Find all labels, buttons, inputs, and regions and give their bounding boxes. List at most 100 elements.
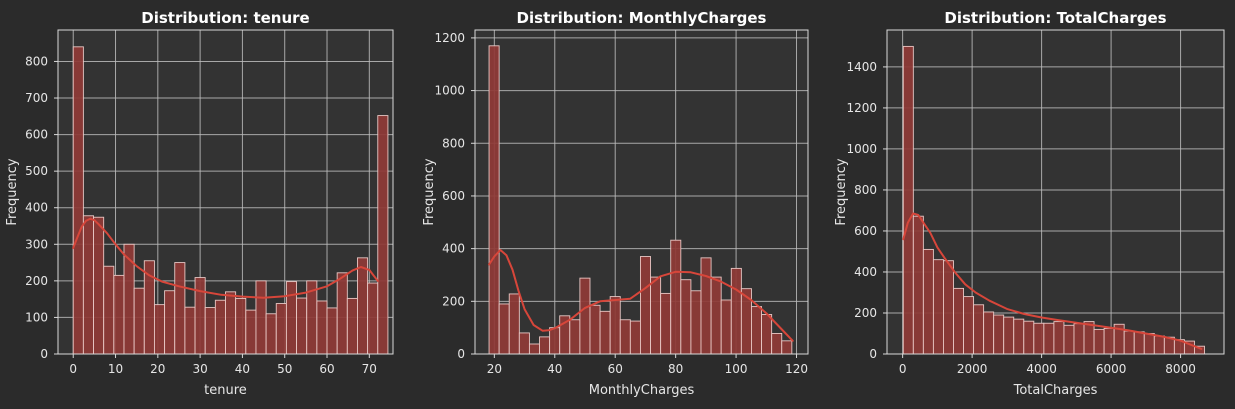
y-tick-label-tenure-6: 600 xyxy=(25,128,48,142)
bar-monthlycharges-1 xyxy=(498,303,510,355)
bar-monthlycharges-22 xyxy=(710,276,722,355)
bar-monthlycharges-23 xyxy=(720,299,732,355)
bar-totalcharges-8 xyxy=(983,311,995,355)
bar-tenure-0 xyxy=(72,46,84,355)
x-tick-label-monthlycharges-3: 80 xyxy=(668,362,683,376)
y-tick-label-tenure-1: 100 xyxy=(25,310,48,324)
y-tick-label-totalcharges-1: 200 xyxy=(854,306,877,320)
y-tick-label-totalcharges-2: 400 xyxy=(854,265,877,279)
bar-tenure-12 xyxy=(194,277,206,355)
bar-monthlycharges-20 xyxy=(690,290,702,355)
bar-tenure-4 xyxy=(113,274,125,355)
x-tick-label-tenure-5: 50 xyxy=(277,362,292,376)
bar-monthlycharges-9 xyxy=(579,277,591,355)
x-tick-label-monthlycharges-2: 60 xyxy=(608,362,623,376)
x-tick-label-monthlycharges-0: 20 xyxy=(487,362,502,376)
y-tick-label-monthlycharges-3: 600 xyxy=(442,189,465,203)
bar-totalcharges-13 xyxy=(1033,322,1045,355)
bar-totalcharges-19 xyxy=(1093,328,1105,355)
bar-monthlycharges-13 xyxy=(619,319,631,355)
x-tick-label-totalcharges-0: 0 xyxy=(899,362,907,376)
bar-tenure-6 xyxy=(133,287,145,355)
x-tick-label-monthlycharges-5: 120 xyxy=(785,362,808,376)
bar-monthlycharges-15 xyxy=(639,256,651,355)
chart-title-tenure: Distribution: tenure xyxy=(141,9,309,27)
bar-monthlycharges-17 xyxy=(660,292,672,355)
bar-monthlycharges-27 xyxy=(761,314,773,355)
bar-tenure-29 xyxy=(367,282,379,355)
charts-container: 0 10 20 30 40 50 60 700100200300400500600700800… xyxy=(5,9,1225,398)
bar-monthlycharges-28 xyxy=(771,333,783,355)
bar-totalcharges-3 xyxy=(932,259,944,355)
bar-monthlycharges-16 xyxy=(650,276,662,355)
kde-line-tenure xyxy=(72,217,379,299)
bar-totalcharges-25 xyxy=(1153,335,1165,355)
bar-totalcharges-17 xyxy=(1073,323,1085,355)
chart-tenure: 0 10 20 30 40 50 60 700100200300400500600700800… xyxy=(5,9,394,398)
y-tick-label-monthlycharges-4: 800 xyxy=(442,136,465,150)
bar-totalcharges-12 xyxy=(1023,320,1035,355)
x-tick-label-tenure-3: 30 xyxy=(192,362,207,376)
y-tick-label-tenure-0: 0 xyxy=(40,347,48,361)
y-tick-label-tenure-8: 800 xyxy=(25,54,48,68)
bar-monthlycharges-24 xyxy=(730,267,742,355)
y-tick-label-tenure-2: 200 xyxy=(25,274,48,288)
y-tick-label-totalcharges-0: 0 xyxy=(869,347,877,361)
bar-tenure-17 xyxy=(245,309,257,355)
bar-totalcharges-6 xyxy=(963,296,975,355)
bar-tenure-27 xyxy=(346,297,358,355)
kde-line-monthlycharges xyxy=(488,249,794,342)
bar-totalcharges-5 xyxy=(953,287,964,355)
y-axis-label-monthlycharges: Frequency xyxy=(422,158,437,225)
x-tick-label-totalcharges-2: 4000 xyxy=(1026,362,1057,376)
bar-totalcharges-0 xyxy=(902,45,914,355)
bar-tenure-5 xyxy=(123,243,135,355)
bar-tenure-25 xyxy=(326,307,338,355)
y-tick-label-monthlycharges-5: 1000 xyxy=(434,84,465,98)
bar-tenure-28 xyxy=(357,257,369,355)
x-tick-label-monthlycharges-1: 40 xyxy=(547,362,562,376)
x-tick-label-tenure-2: 20 xyxy=(150,362,165,376)
y-tick-label-totalcharges-7: 1400 xyxy=(846,60,877,74)
chart-title-monthlycharges: Distribution: MonthlyCharges xyxy=(517,9,767,27)
bar-totalcharges-15 xyxy=(1053,321,1065,355)
axes-frame-monthlycharges xyxy=(474,29,809,355)
x-tick-label-monthlycharges-4: 100 xyxy=(725,362,748,376)
bar-totalcharges-10 xyxy=(1003,316,1015,355)
x-tick-label-totalcharges-1: 2000 xyxy=(957,362,988,376)
bar-tenure-9 xyxy=(164,290,176,355)
y-tick-label-tenure-7: 700 xyxy=(25,91,48,105)
chart-monthlycharges: 20 40 60 80 100 120020040060080010001200Distr… xyxy=(422,9,809,398)
bar-monthlycharges-6 xyxy=(549,327,561,355)
bar-totalcharges-2 xyxy=(922,248,934,355)
bar-tenure-22 xyxy=(296,297,308,355)
bar-monthlycharges-2 xyxy=(508,293,520,355)
x-tick-label-totalcharges-3: 6000 xyxy=(1096,362,1127,376)
bar-tenure-30 xyxy=(377,115,389,355)
bar-totalcharges-16 xyxy=(1063,324,1075,355)
bar-totalcharges-24 xyxy=(1143,333,1155,355)
bar-tenure-3 xyxy=(103,265,115,355)
y-tick-label-monthlycharges-0: 0 xyxy=(457,347,465,361)
y-tick-label-monthlycharges-1: 200 xyxy=(442,294,465,308)
y-tick-label-totalcharges-5: 1000 xyxy=(846,142,877,156)
bar-monthlycharges-12 xyxy=(609,296,621,355)
bar-monthlycharges-3 xyxy=(518,332,530,355)
axes-frame-totalcharges xyxy=(886,29,1225,355)
chart-totalcharges: 0 2000 4000 6000 8000 0 200 400 600 800 1000 1200 14… xyxy=(834,9,1225,398)
bar-totalcharges-20 xyxy=(1103,327,1115,355)
bar-monthlycharges-21 xyxy=(700,257,712,355)
bar-monthlycharges-18 xyxy=(670,239,682,355)
bar-totalcharges-7 xyxy=(973,304,985,355)
bar-totalcharges-18 xyxy=(1083,321,1095,355)
bar-tenure-18 xyxy=(255,280,267,355)
y-axis-label-totalcharges: Frequency xyxy=(834,158,849,225)
x-axis-label-tenure: tenure xyxy=(204,383,247,398)
bar-tenure-1 xyxy=(82,215,94,355)
axes-frame-tenure xyxy=(57,29,394,355)
bar-tenure-21 xyxy=(285,281,298,355)
bar-totalcharges-9 xyxy=(993,314,1005,355)
y-tick-label-totalcharges-4: 800 xyxy=(854,183,877,197)
x-tick-label-tenure-4: 40 xyxy=(235,362,250,376)
